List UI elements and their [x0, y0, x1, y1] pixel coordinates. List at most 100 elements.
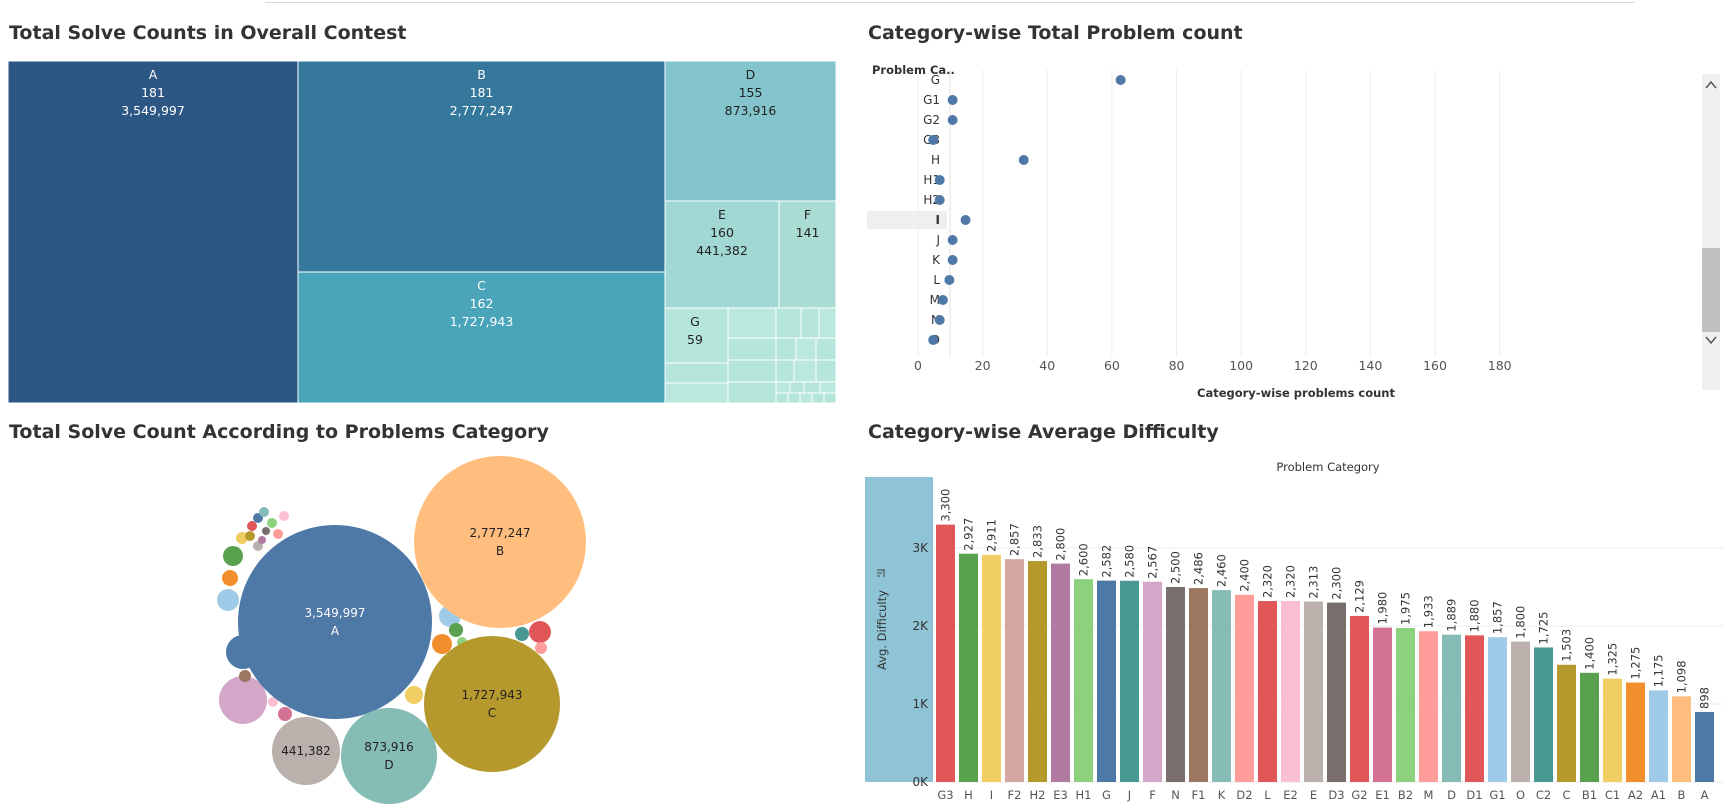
bubble-small[interactable] [268, 697, 278, 707]
bubble-small[interactable] [278, 707, 292, 721]
treemap-small-tile[interactable] [793, 359, 817, 383]
treemap-small-tile[interactable] [803, 381, 821, 394]
bar-d3[interactable] [1327, 602, 1346, 782]
scroll-up-icon[interactable] [1705, 80, 1717, 89]
bar-b[interactable] [1672, 696, 1691, 782]
bubble-small[interactable] [405, 686, 423, 704]
bar-o[interactable] [1511, 641, 1530, 782]
dot-point-g[interactable] [1115, 75, 1126, 85]
treemap-tile-d[interactable] [664, 61, 836, 202]
bar-k[interactable] [1212, 590, 1231, 782]
bubble-small[interactable] [432, 634, 452, 654]
treemap-small-tile[interactable] [727, 337, 777, 361]
bubble-small[interactable] [449, 623, 463, 637]
bubble-small[interactable] [239, 670, 251, 682]
treemap-small-tile[interactable] [799, 392, 813, 403]
treemap-small-tile[interactable] [823, 392, 836, 403]
treemap-small-tile[interactable] [727, 359, 777, 383]
bubble-small[interactable] [223, 546, 243, 566]
treemap-small-tile[interactable] [815, 359, 836, 383]
treemap-small-tile[interactable] [775, 359, 795, 383]
bubble-small[interactable] [515, 627, 529, 641]
dot-point-i[interactable] [960, 215, 971, 225]
bar-a1[interactable] [1649, 690, 1668, 782]
bubble-small[interactable] [259, 507, 269, 517]
bar-a[interactable] [1695, 711, 1714, 782]
treemap-small-tile[interactable] [815, 337, 836, 361]
bar-c2[interactable] [1534, 647, 1553, 782]
dot-point-n[interactable] [934, 315, 945, 325]
bubble-e[interactable] [272, 717, 340, 785]
bar-g2[interactable] [1350, 615, 1369, 782]
bar-e1[interactable] [1373, 627, 1392, 782]
bar-f[interactable] [1143, 581, 1162, 782]
bar-a2[interactable] [1626, 682, 1645, 782]
bar-h1[interactable] [1074, 579, 1093, 782]
bar-g1[interactable] [1488, 637, 1507, 782]
treemap-small-tile[interactable] [664, 362, 729, 384]
treemap-tile-b[interactable] [297, 61, 666, 273]
treemap-small-tile[interactable] [727, 381, 777, 403]
bar-j[interactable] [1120, 580, 1139, 782]
bar-n[interactable] [1166, 587, 1185, 782]
bubble-small[interactable] [219, 676, 267, 724]
treemap-small-tile[interactable] [789, 381, 805, 394]
dot-point-h[interactable] [1018, 155, 1029, 165]
bubble-small[interactable] [267, 518, 277, 528]
bar-e3[interactable] [1051, 563, 1070, 782]
bar-g3[interactable] [936, 524, 955, 782]
sort-icon[interactable] [877, 569, 885, 577]
bar-d1[interactable] [1465, 635, 1484, 782]
treemap-tile-a[interactable] [8, 61, 299, 403]
bubble-small[interactable] [279, 511, 289, 521]
treemap-tile-e[interactable] [664, 200, 780, 309]
treemap-small-tile[interactable] [811, 392, 825, 403]
bubble-a[interactable] [238, 525, 432, 719]
bar-b1[interactable] [1580, 672, 1599, 782]
treemap-small-tile[interactable] [727, 307, 777, 339]
bar-chart[interactable]: Problem Category 0K 1K 2K 3K Avg. Difficulty 3… [862, 455, 1726, 809]
bar-e2[interactable] [1281, 601, 1300, 782]
dot-point-l[interactable] [944, 275, 955, 285]
bubble-small[interactable] [273, 529, 283, 539]
bar-g[interactable] [1097, 580, 1116, 782]
treemap-small-tile[interactable] [819, 381, 836, 394]
dot-point-g2[interactable] [947, 115, 958, 125]
bar-d[interactable] [1442, 634, 1461, 782]
bar-e[interactable] [1304, 601, 1323, 782]
dot-point-g3[interactable] [928, 135, 939, 145]
bubble-b[interactable] [414, 456, 586, 628]
dot-point-g1[interactable] [947, 95, 958, 105]
dot-point-j[interactable] [947, 235, 958, 245]
scroll-down-icon[interactable] [1705, 336, 1717, 345]
bubble-small[interactable] [529, 621, 551, 643]
bar-l[interactable] [1258, 601, 1277, 782]
scrollbar-thumb[interactable] [1702, 248, 1720, 332]
bubble-small[interactable] [236, 532, 248, 544]
dot-point-m[interactable] [937, 295, 948, 305]
bubble-chart[interactable]: 3,549,997 A 2,777,247 B 1,727,943 C 873,916 D 44… [200, 452, 600, 809]
treemap-small-tile[interactable] [775, 307, 802, 339]
treemap-small-tile[interactable] [775, 337, 797, 361]
dot-point-h1[interactable] [934, 175, 945, 185]
bubble-small[interactable] [258, 536, 266, 544]
dot-point-h2[interactable] [934, 195, 945, 205]
treemap-small-tile[interactable] [795, 337, 817, 361]
bar-m[interactable] [1419, 631, 1438, 782]
bubble-small[interactable] [262, 527, 270, 535]
bar-b2[interactable] [1396, 627, 1415, 782]
treemap-tile-c[interactable] [297, 271, 666, 403]
treemap-small-tile[interactable] [664, 382, 729, 403]
treemap-small-tile[interactable] [775, 381, 791, 394]
bubble-small[interactable] [535, 642, 547, 654]
dot-point-o[interactable] [928, 335, 939, 345]
bar-c[interactable] [1557, 664, 1576, 782]
bar-f2[interactable] [1005, 559, 1024, 782]
bubble-d[interactable] [341, 708, 437, 804]
treemap-chart[interactable]: A 181 3,549,997 B 181 2,777,247 C 162 1,727,943 D… [8, 61, 836, 403]
treemap-small-tile[interactable] [800, 307, 820, 339]
treemap-small-tile[interactable] [775, 392, 789, 403]
bar-c1[interactable] [1603, 678, 1622, 782]
bubble-small[interactable] [217, 589, 239, 611]
dot-plot-chart[interactable]: Problem Ca.. 0 20 40 60 80 100 120 140 160 180 G G1 G… [862, 56, 1726, 406]
